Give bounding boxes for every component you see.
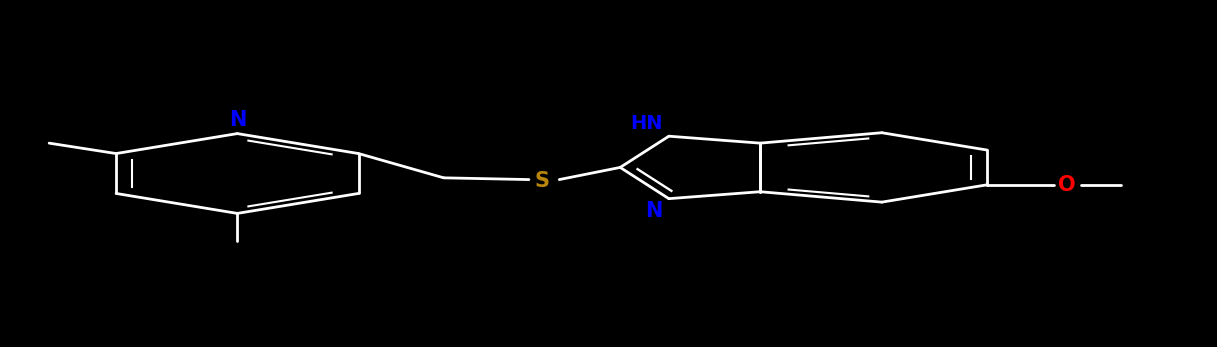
- Text: HN: HN: [630, 115, 663, 134]
- Text: O: O: [1058, 175, 1076, 195]
- Text: S: S: [535, 171, 550, 191]
- Text: N: N: [645, 201, 663, 221]
- Text: N: N: [229, 110, 246, 130]
